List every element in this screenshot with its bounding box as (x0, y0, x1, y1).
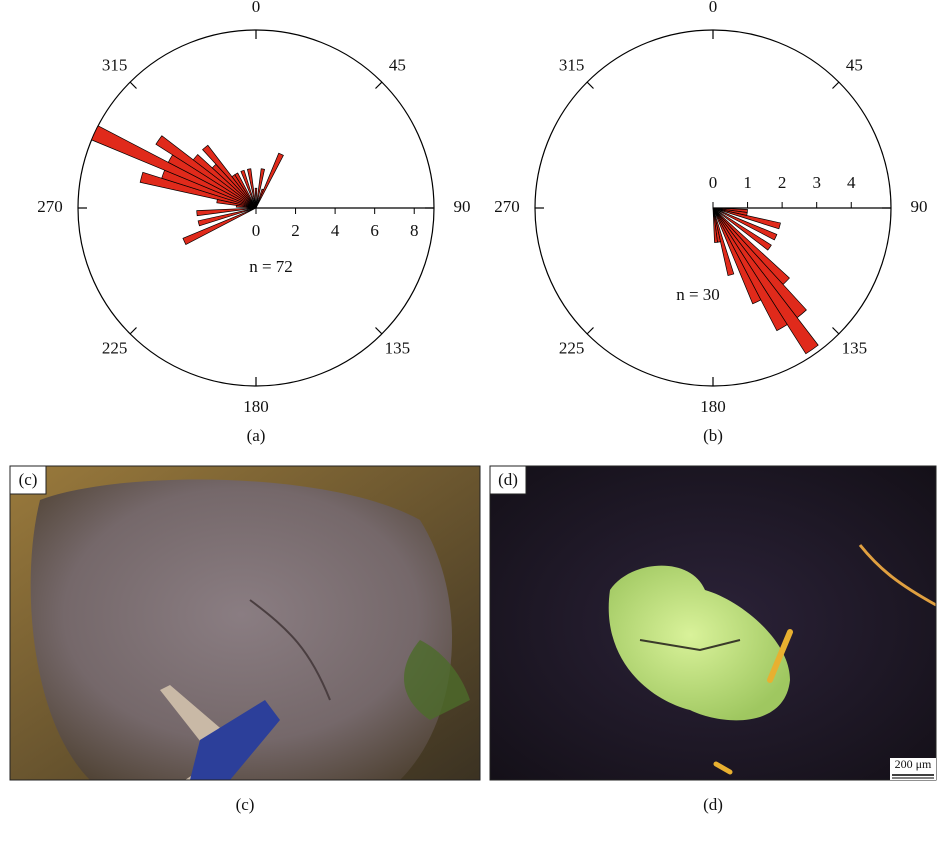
r-tick-label: 0 (709, 173, 718, 192)
theta-tick-label: 180 (700, 397, 726, 416)
theta-tick (376, 328, 382, 334)
scale-bar-label: 200 μm (895, 757, 932, 771)
photo-d: (d) 200 μm (d) (490, 466, 936, 814)
r-tick-label: 2 (291, 221, 300, 240)
theta-tick (130, 328, 136, 334)
caption: (c) (236, 795, 255, 814)
theta-tick-label: 45 (846, 55, 863, 74)
theta-tick-label: 270 (37, 197, 63, 216)
photo-tag: (d) (498, 470, 518, 489)
theta-tick-label: 0 (252, 0, 261, 16)
theta-tick-label: 90 (911, 197, 928, 216)
petal (256, 169, 265, 208)
theta-tick-label: 45 (389, 55, 406, 74)
annotation: n = 30 (676, 285, 720, 304)
theta-tick (130, 82, 136, 88)
theta-tick-label: 225 (102, 338, 128, 357)
r-tick-label: 6 (370, 221, 379, 240)
figure: (c) (c) (d) 200 μm (d) 04590135180225270… (0, 0, 938, 844)
theta-tick-label: 90 (454, 197, 471, 216)
theta-tick-label: 270 (494, 197, 520, 216)
theta-tick-label: 0 (709, 0, 718, 16)
r-tick-label: 3 (812, 173, 821, 192)
theta-tick (587, 328, 593, 334)
theta-tick-label: 315 (102, 55, 128, 74)
theta-tick-label: 135 (842, 338, 868, 357)
photo-c: (c) (c) (10, 466, 480, 814)
theta-tick (587, 82, 593, 88)
petal (92, 126, 256, 208)
theta-tick (833, 328, 839, 334)
theta-tick (376, 82, 382, 88)
theta-tick (833, 82, 839, 88)
r-tick-label: 0 (252, 221, 261, 240)
r-tick-label: 2 (778, 173, 787, 192)
theta-tick-label: 315 (559, 55, 585, 74)
caption: (d) (703, 795, 723, 814)
r-tick-label: 4 (847, 173, 856, 192)
caption: (b) (703, 426, 723, 445)
r-tick-label: 1 (743, 173, 752, 192)
theta-tick-label: 180 (243, 397, 269, 416)
photo-tag: (c) (19, 470, 38, 489)
caption: (a) (247, 426, 266, 445)
r-tick-label: 8 (410, 221, 419, 240)
r-tick-label: 4 (331, 221, 340, 240)
theta-tick-label: 225 (559, 338, 585, 357)
theta-tick-label: 135 (385, 338, 411, 357)
petal (183, 208, 256, 245)
annotation: n = 72 (249, 257, 293, 276)
